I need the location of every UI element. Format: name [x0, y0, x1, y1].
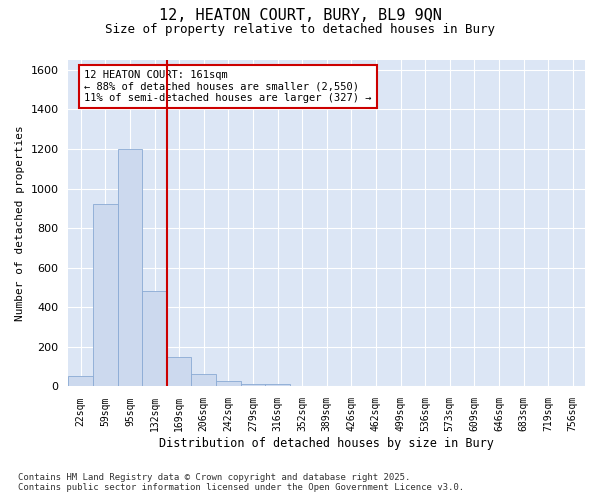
Bar [167, 357, 191, 386]
Bar [265, 384, 290, 386]
Text: Size of property relative to detached houses in Bury: Size of property relative to detached ho… [105, 22, 495, 36]
Bar [142, 292, 167, 386]
Text: 12, HEATON COURT, BURY, BL9 9QN: 12, HEATON COURT, BURY, BL9 9QN [158, 8, 442, 22]
Text: 12 HEATON COURT: 161sqm
← 88% of detached houses are smaller (2,550)
11% of semi: 12 HEATON COURT: 161sqm ← 88% of detache… [84, 70, 371, 103]
Y-axis label: Number of detached properties: Number of detached properties [15, 126, 25, 321]
Bar [216, 380, 241, 386]
Bar [93, 204, 118, 386]
Bar [68, 376, 93, 386]
X-axis label: Distribution of detached houses by size in Bury: Distribution of detached houses by size … [159, 437, 494, 450]
Bar [118, 149, 142, 386]
Bar [241, 384, 265, 386]
Bar [191, 374, 216, 386]
Text: Contains HM Land Registry data © Crown copyright and database right 2025.
Contai: Contains HM Land Registry data © Crown c… [18, 473, 464, 492]
